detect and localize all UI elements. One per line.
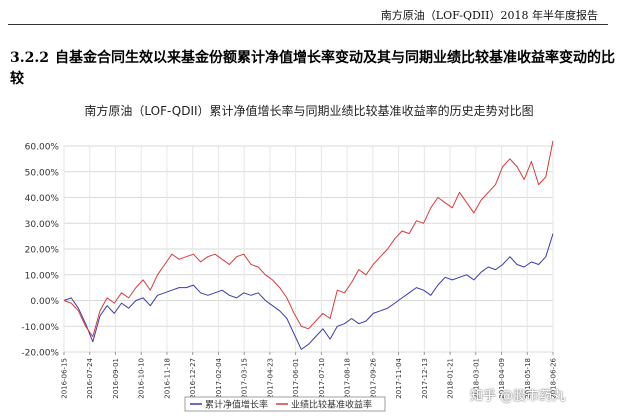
- x-tick-label: 2017-04-23: [266, 358, 274, 399]
- chart-title: 南方原油（LOF-QDII）累计净值增长率与同期业绩比较基准收益率的历史走势对比…: [84, 104, 534, 118]
- x-tick-label: 2016-12-27: [189, 358, 197, 399]
- watermark-text: 知乎 @股市药丸: [470, 389, 566, 404]
- x-tick-label: 2018-06-26: [550, 357, 558, 398]
- performance-line-chart: 60.00% 50.00% 40.00% 30.00% 20.00% 10.00% 0.00…: [21, 140, 558, 412]
- x-tick-label: 2018-01-21: [447, 358, 455, 399]
- legend-label-nav: 累计净值增长率: [205, 399, 268, 411]
- x-tick-label: 2017-03-15: [241, 358, 249, 399]
- x-tick-label: 2017-12-13: [421, 358, 429, 399]
- y-tick-label: -10.00%: [21, 323, 59, 333]
- x-tick-label: 2018-03-01: [472, 358, 480, 399]
- y-tick-label: 10.00%: [25, 271, 60, 281]
- y-tick-label: 50.00%: [25, 168, 60, 178]
- x-tick-label: 2017-09-26: [369, 357, 377, 398]
- x-tick-label: 2016-10-10: [138, 358, 146, 399]
- x-tick-label: 2017-06-01: [292, 358, 300, 399]
- series-line-nav: [63, 233, 554, 350]
- x-tick-label: 2016-06-15: [61, 358, 69, 399]
- document-header: 南方原油（LOF-QDII）2018 年半年度报告: [8, 4, 608, 25]
- y-tick-label: 20.00%: [25, 246, 60, 256]
- y-tick-label: 60.00%: [25, 143, 60, 153]
- section-title: 自基金合同生效以来基金份额累计净值增长率变动及其与同期业绩比较基准收益率变动的比…: [10, 50, 615, 87]
- x-tick-label: 2016-11-18: [163, 358, 171, 399]
- section-number: 3.2.2: [10, 50, 49, 66]
- x-tick-label: 2016-07-24: [86, 357, 94, 398]
- x-tick-label: 2016-09-01: [112, 358, 120, 399]
- report-title: 南方原油（LOF-QDII）2018 年半年度报告: [380, 9, 598, 22]
- x-tick-label: 2017-07-10: [318, 358, 326, 399]
- y-tick-label: 40.00%: [25, 194, 60, 204]
- legend-label-benchmark: 业绩比较基准收益率: [291, 399, 372, 411]
- section-heading: 3.2.2 自基金合同生效以来基金份额累计净值增长率变动及其与同期业绩比较基准收益…: [10, 48, 615, 90]
- series-line-benchmark: [63, 140, 554, 338]
- x-tick-label: 2018-04-09: [498, 358, 506, 399]
- y-tick-label: 30.00%: [25, 220, 60, 230]
- x-tick-label: 2017-11-04: [395, 357, 403, 398]
- y-tick-label: -20.00%: [21, 349, 59, 359]
- x-tick-label: 2017-02-04: [215, 357, 223, 398]
- y-tick-label: 0.00%: [30, 297, 59, 307]
- x-tick-label: 2018-05-18: [524, 358, 532, 399]
- x-tick-label: 2017-08-18: [344, 358, 352, 399]
